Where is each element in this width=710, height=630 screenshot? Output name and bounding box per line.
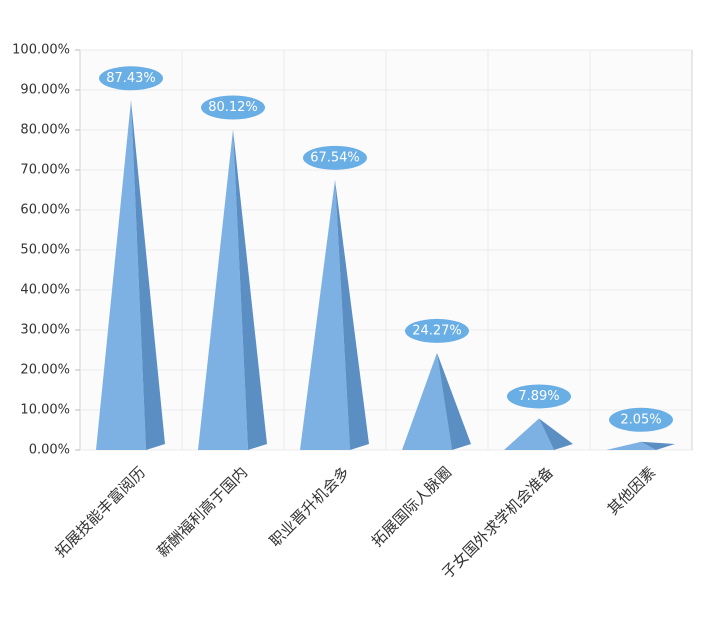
value-label: 7.89% (518, 389, 559, 404)
y-tick-label: 100.00% (12, 43, 70, 58)
pyramid-front (606, 441, 656, 450)
x-tick-label: 薪酬福利高于国内 (153, 463, 251, 561)
x-tick-label: 其他因素 (604, 463, 659, 518)
pyramid-side (539, 418, 573, 450)
y-tick-label: 60.00% (20, 203, 70, 218)
value-label: 67.54% (310, 150, 360, 165)
x-tick-label: 拓展国际人脉圈 (368, 463, 455, 550)
x-tick-label: 子女国外求学机会准备 (438, 463, 557, 582)
y-tick-label: 0.00% (29, 443, 70, 458)
pyramid-front (402, 352, 452, 450)
pyramid-side (641, 441, 675, 450)
y-tick-label: 30.00% (20, 323, 70, 338)
y-tick-label: 80.00% (20, 123, 70, 138)
pyramid-front (198, 129, 248, 450)
y-tick-label: 40.00% (20, 283, 70, 298)
pyramid-front (504, 418, 554, 450)
pyramid-side (437, 352, 471, 450)
value-label-bg (609, 407, 673, 432)
y-tick-label: 10.00% (20, 403, 70, 418)
y-tick-label: 50.00% (20, 243, 70, 258)
y-tick-label: 90.00% (20, 83, 70, 98)
pyramid-side (335, 179, 369, 450)
pyramid-front (300, 179, 350, 450)
value-label-bg (405, 318, 469, 343)
value-label-bg (201, 95, 265, 120)
pyramid-side (131, 100, 165, 450)
value-label: 24.27% (412, 323, 462, 338)
y-tick-label: 20.00% (20, 363, 70, 378)
value-label: 2.05% (620, 412, 661, 427)
y-tick-label: 70.00% (20, 163, 70, 178)
x-tick-label: 职业晋升机会多 (266, 463, 353, 550)
pyramid-front (96, 100, 146, 450)
value-label: 87.43% (106, 71, 156, 86)
pyramid-side (233, 129, 267, 450)
x-tick-label: 拓展技能丰富阅历 (51, 463, 149, 561)
value-label: 80.12% (208, 100, 258, 115)
value-label-bg (99, 66, 163, 91)
value-label-bg (303, 145, 367, 170)
value-label-bg (507, 384, 571, 409)
